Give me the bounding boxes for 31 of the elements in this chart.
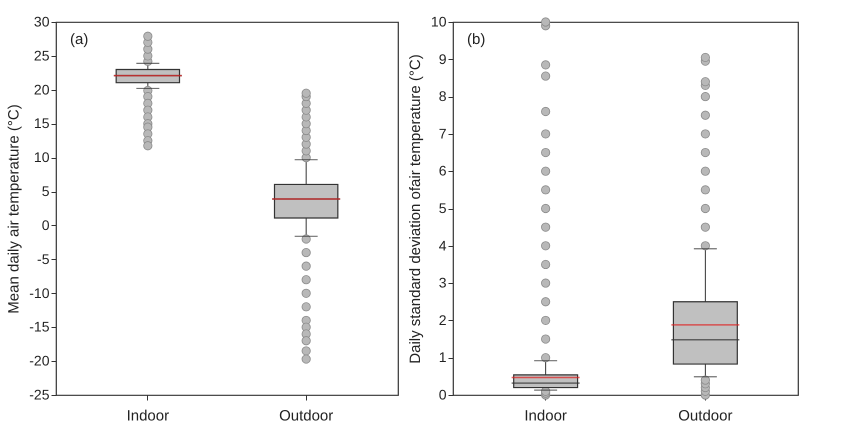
annotation: (a) [70, 31, 88, 48]
y-tick-label: 15 [34, 115, 50, 132]
y-tick-label: 25 [34, 47, 50, 64]
y-tick-label: 30 [34, 14, 50, 30]
y-axis-title: Mean daily air temperature (°C) [5, 104, 22, 314]
y-tick-label: 5 [42, 183, 50, 200]
y-tick-label: 2 [438, 312, 447, 328]
y-tick-label: 10 [430, 14, 447, 30]
y-tick-label: -20 [29, 352, 50, 369]
y-tick-label: -15 [29, 318, 50, 335]
annotation: (b) [467, 31, 486, 48]
y-tick-label: 1 [438, 349, 447, 366]
y-tick-label: 8 [438, 88, 447, 104]
x-tick-label: Outdoor [678, 408, 732, 423]
y-tick-label: 6 [438, 162, 447, 179]
y-tick-label: 20 [34, 81, 50, 98]
y-tick-label: -5 [37, 250, 50, 267]
y-tick-label: -10 [29, 284, 50, 301]
y-tick-label: 0 [438, 386, 447, 402]
x-tick-label: Outdoor [279, 408, 334, 423]
x-tick-label: Indoor [126, 408, 170, 423]
y-tick-label: 0 [42, 216, 50, 233]
y-tick-label: 9 [438, 50, 447, 67]
y-tick-label: 3 [438, 274, 447, 291]
y-tick-label: 10 [34, 149, 50, 166]
y-tick-label: 4 [438, 237, 447, 254]
x-tick-label: Indoor [524, 408, 567, 423]
y-tick-label: -25 [29, 386, 50, 402]
y-tick-label: 5 [438, 200, 447, 216]
y-axis-title: Daily standard deviation ofair temperature (°C) [406, 54, 424, 364]
y-tick-label: 7 [438, 125, 447, 142]
